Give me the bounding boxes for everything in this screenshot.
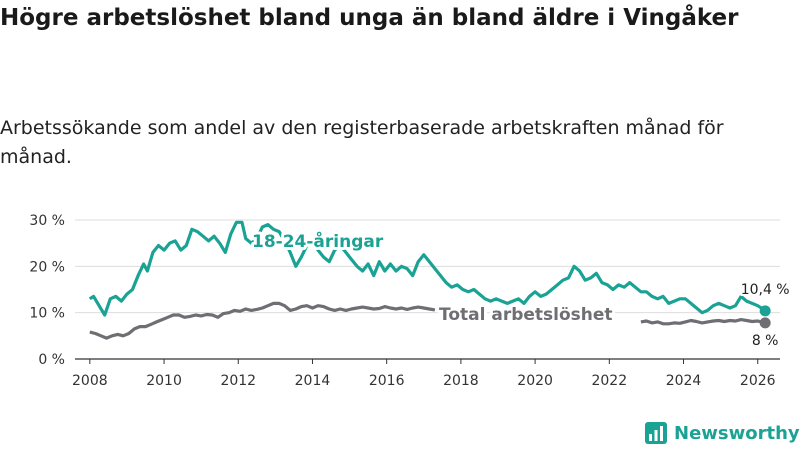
x-tick-label: 2020 (517, 373, 553, 389)
y-tick-label: 0 % (38, 352, 65, 368)
x-tick-label: 2024 (666, 373, 702, 389)
y-tick-label: 30 % (29, 213, 65, 229)
bar-chart-logo-icon (645, 422, 667, 444)
chart-title: Högre arbetslöshet bland unga än bland ä… (0, 5, 739, 31)
newsworthy-logo: Newsworthy (644, 420, 800, 446)
youth-series-label: 18-24-åringar (252, 230, 384, 252)
x-tick-label: 2012 (220, 373, 256, 389)
total-series-label: Total arbetslöshet (439, 305, 613, 325)
youth-end-label: 10,4 % (741, 282, 790, 298)
total-series-line-end (640, 318, 766, 326)
x-tick-label: 2008 (72, 373, 108, 389)
x-tick-label: 2018 (443, 373, 479, 389)
y-tick-label: 10 % (29, 306, 65, 322)
chart-subtitle: Arbetssökande som andel av den registerb… (0, 117, 724, 168)
youth-series-line (88, 220, 767, 317)
x-tick-label: 2022 (591, 373, 627, 389)
youth-end-point (759, 305, 771, 317)
total-end-label: 8 % (752, 333, 779, 349)
x-tick-label: 2026 (740, 373, 776, 389)
total-series-line (89, 301, 436, 340)
brand-name: Newsworthy (674, 422, 800, 444)
y-tick-label: 20 % (29, 259, 65, 275)
x-tick-label: 2010 (146, 373, 182, 389)
x-tick-label: 2016 (369, 373, 405, 389)
total-end-point (759, 317, 771, 329)
x-tick-label: 2014 (295, 373, 331, 389)
